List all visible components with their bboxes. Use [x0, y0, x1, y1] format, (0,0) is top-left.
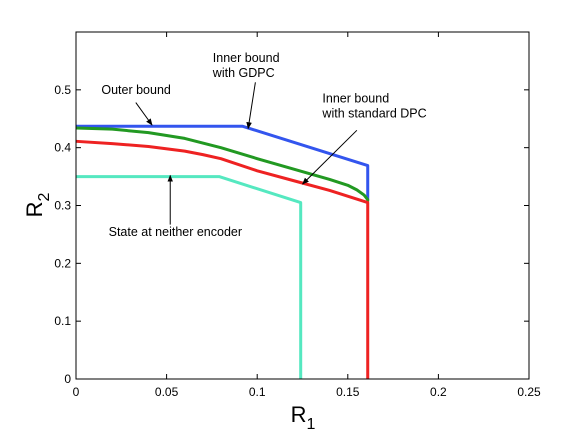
x-tick-label: 0.05 [155, 385, 179, 399]
annotation: State at neither encoder [109, 174, 242, 239]
annotation-arrow [246, 82, 256, 130]
x-axis-label-subscript: 1 [306, 416, 315, 433]
annotation-text: Outer bound [101, 83, 171, 97]
y-tick-label: 0.5 [54, 83, 71, 97]
annotation-line: Inner bound [322, 92, 389, 106]
x-tick-label: 0.1 [249, 385, 266, 399]
y-tick-label: 0.1 [54, 314, 71, 328]
series-line-1 [76, 124, 370, 200]
y-axis-label-subscript: 2 [36, 193, 53, 202]
y-tick-label: 0.3 [54, 199, 71, 213]
series-line-2 [75, 126, 370, 202]
x-tick-label: 0.15 [336, 385, 360, 399]
x-tick-label: 0 [73, 385, 80, 399]
x-axis-label-main: R [291, 402, 307, 427]
series-line-3 [75, 139, 370, 379]
annotation: Outer bound [101, 83, 171, 126]
annotation-text: State at neither encoder [109, 225, 242, 239]
annotation: Inner bound with standard DPC [302, 92, 427, 185]
plot-area [76, 32, 529, 379]
annotation-line: State at neither encoder [109, 225, 242, 239]
annotation-line: with standard DPC [321, 107, 426, 121]
y-tick-label: 0.2 [54, 256, 71, 270]
annotation-arrow [135, 102, 153, 126]
annotation-text: Inner bound with standard DPC [321, 92, 426, 121]
annotation: Inner bound with GDPC [212, 51, 280, 130]
x-tick-label: 0.2 [430, 385, 447, 399]
annotation-arrow [302, 129, 358, 185]
annotation-text: Inner bound with GDPC [212, 51, 280, 80]
y-axis-label-main: R [22, 202, 47, 218]
x-axis-label: R1 [291, 402, 316, 433]
annotation-line: with GDPC [212, 66, 275, 80]
x-tick-label: 0.25 [517, 385, 541, 399]
series-line-4 [76, 175, 303, 379]
annotation-line: Outer bound [101, 83, 171, 97]
annotation-line: Inner bound [213, 51, 280, 65]
y-tick-label: 0.4 [54, 141, 71, 155]
y-tick-label: 0 [64, 372, 71, 386]
y-axis-label: R2 [22, 193, 53, 218]
series-layer [75, 124, 370, 379]
tick-layer: 0 0.05 0.1 0.15 0.2 0.25 0 0.1 0.2 0.3 0.4 0.5 [54, 32, 541, 399]
